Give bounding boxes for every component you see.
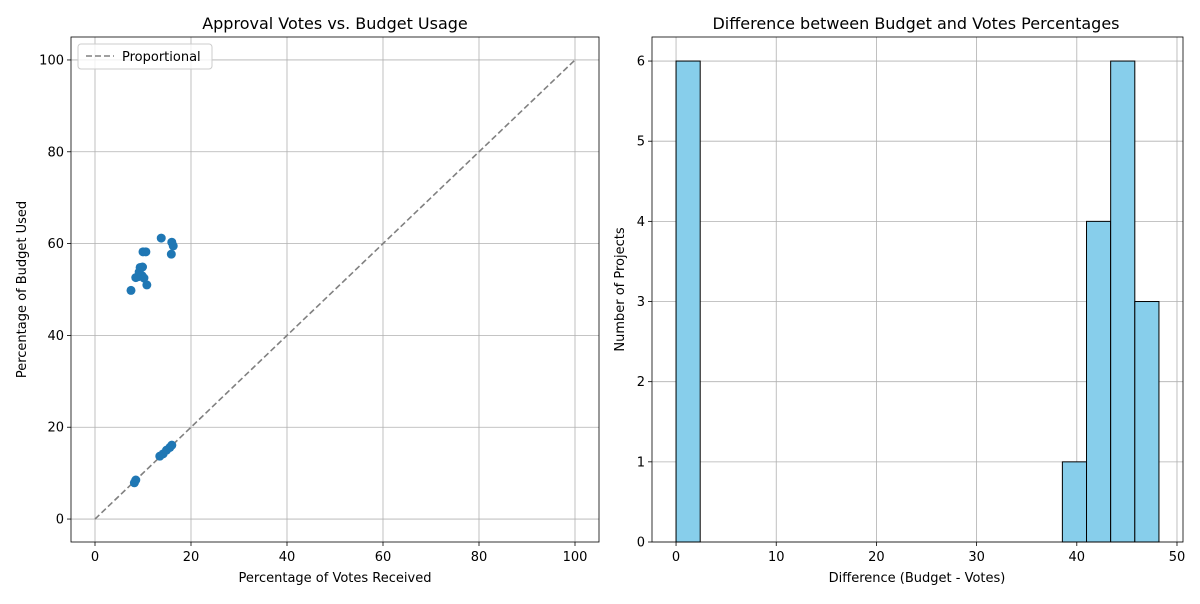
histogram-chart: Difference between Budget and Votes Perc… bbox=[613, 14, 1185, 586]
histogram-bars bbox=[675, 60, 1160, 543]
scatter-y-tick-label: 80 bbox=[47, 145, 64, 160]
histogram-x-tick-label: 40 bbox=[1069, 550, 1086, 565]
histogram-x-ticks: 0 10 20 30 40 50 bbox=[672, 542, 1185, 565]
histogram-y-tick-label: 5 bbox=[637, 135, 645, 150]
scatter-y-tick-label: 40 bbox=[47, 329, 64, 344]
scatter-x-tick-label: 20 bbox=[183, 550, 200, 565]
scatter-legend: Proportional bbox=[77, 43, 213, 70]
histogram-bar bbox=[1086, 220, 1112, 543]
histogram-x-tick-label: 50 bbox=[1169, 550, 1186, 565]
histogram-x-tick-label: 10 bbox=[768, 550, 785, 565]
histogram-y-ticks: 0 1 2 3 4 5 6 bbox=[637, 55, 652, 551]
scatter-point bbox=[139, 273, 149, 283]
scatter-x-tick-label: 40 bbox=[279, 550, 296, 565]
histogram-y-tick-label: 1 bbox=[637, 455, 645, 470]
histogram-frame bbox=[651, 36, 1184, 543]
histogram-x-tick-label: 20 bbox=[868, 550, 885, 565]
histogram-y-tick-label: 2 bbox=[637, 375, 645, 390]
histogram-bar bbox=[1061, 461, 1088, 543]
scatter-y-ticks: 0 20 40 60 80 100 bbox=[39, 53, 71, 528]
histogram-y-label: Number of Projects bbox=[613, 227, 628, 351]
scatter-point bbox=[167, 440, 177, 450]
histogram-y-tick-label: 3 bbox=[637, 295, 645, 310]
scatter-y-tick-label: 100 bbox=[39, 53, 64, 68]
scatter-y-tick-label: 60 bbox=[47, 237, 64, 252]
histogram-y-tick-label: 6 bbox=[637, 55, 645, 70]
histogram-bar bbox=[1110, 60, 1136, 543]
scatter-point bbox=[156, 233, 166, 243]
scatter-point bbox=[126, 285, 136, 295]
scatter-x-label: Percentage of Votes Received bbox=[239, 571, 432, 586]
scatter-chart: Approval Votes vs. Budget Usage 0 20 40 60 8… bbox=[15, 14, 600, 586]
histogram-x-tick-label: 0 bbox=[672, 550, 680, 565]
scatter-point bbox=[138, 262, 148, 272]
scatter-x-tick-label: 80 bbox=[471, 550, 488, 565]
histogram-y-tick-label: 4 bbox=[637, 215, 645, 230]
histogram-bar bbox=[675, 60, 701, 543]
scatter-points bbox=[126, 233, 178, 488]
scatter-x-tick-label: 100 bbox=[563, 550, 588, 565]
scatter-point bbox=[141, 247, 151, 257]
legend-box bbox=[77, 43, 213, 70]
scatter-y-label: Percentage of Budget Used bbox=[15, 201, 30, 378]
scatter-point bbox=[131, 475, 141, 485]
histogram-bar bbox=[1134, 301, 1160, 543]
scatter-point bbox=[166, 249, 176, 259]
scatter-x-tick-label: 60 bbox=[375, 550, 392, 565]
scatter-x-tick-label: 0 bbox=[91, 550, 99, 565]
legend-label: Proportional bbox=[122, 50, 201, 65]
scatter-y-tick-label: 20 bbox=[47, 421, 64, 436]
scatter-point bbox=[142, 280, 152, 290]
scatter-frame bbox=[70, 36, 600, 543]
histogram-y-tick-label: 0 bbox=[637, 536, 645, 551]
histogram-title: Difference between Budget and Votes Perc… bbox=[712, 14, 1119, 33]
histogram-x-label: Difference (Budget - Votes) bbox=[829, 571, 1006, 586]
scatter-point bbox=[168, 241, 178, 251]
scatter-x-ticks: 0 20 40 60 80 100 bbox=[91, 542, 588, 565]
scatter-y-tick-label: 0 bbox=[56, 513, 64, 528]
histogram-x-tick-label: 30 bbox=[968, 550, 985, 565]
scatter-title: Approval Votes vs. Budget Usage bbox=[202, 14, 468, 33]
